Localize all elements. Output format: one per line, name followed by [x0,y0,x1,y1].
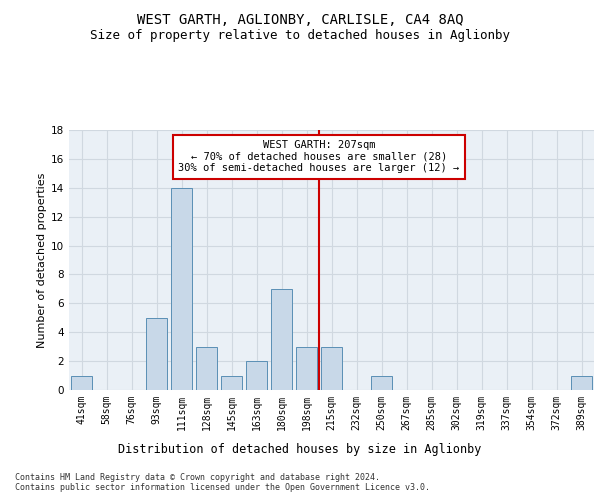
Text: WEST GARTH: 207sqm
← 70% of detached houses are smaller (28)
30% of semi-detache: WEST GARTH: 207sqm ← 70% of detached hou… [178,140,460,173]
Text: Distribution of detached houses by size in Aglionby: Distribution of detached houses by size … [118,442,482,456]
Bar [171,188,192,390]
Bar [571,376,592,390]
Text: Contains HM Land Registry data © Crown copyright and database right 2024.
Contai: Contains HM Land Registry data © Crown c… [15,472,430,492]
Text: Size of property relative to detached houses in Aglionby: Size of property relative to detached ho… [90,29,510,42]
Bar [221,376,242,390]
Text: WEST GARTH, AGLIONBY, CARLISLE, CA4 8AQ: WEST GARTH, AGLIONBY, CARLISLE, CA4 8AQ [137,12,463,26]
Bar [196,346,217,390]
Bar [246,361,267,390]
Bar [296,346,317,390]
Bar [371,376,392,390]
Bar [271,289,292,390]
Bar [71,376,92,390]
Bar [321,346,342,390]
Bar [146,318,167,390]
Y-axis label: Number of detached properties: Number of detached properties [37,172,47,348]
